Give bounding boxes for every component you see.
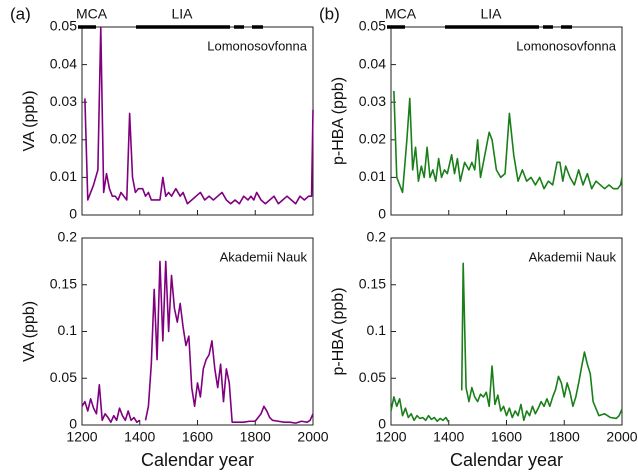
x-tick-label: 1400: [433, 429, 464, 445]
data-line: [84, 26, 314, 205]
y-tick-label: 0.05: [50, 369, 77, 385]
plot-frame: [390, 237, 623, 426]
x-axis-label: Calendar year: [141, 450, 254, 470]
y-tick-label: 0.02: [50, 131, 77, 147]
data-line: [390, 262, 623, 423]
y-tick-label: 0.1: [58, 322, 78, 338]
y-tick-label: 0.03: [50, 93, 77, 109]
y-tick-label: 0: [378, 206, 386, 222]
data-line: [81, 260, 314, 424]
x-tick-label: 1600: [491, 429, 522, 445]
plot-frame: [390, 26, 623, 216]
y-tick-label: 0: [69, 206, 77, 222]
plot-frame: [81, 237, 314, 426]
y-tick-label: 0.15: [359, 275, 386, 291]
y-tick-label: 0.04: [50, 55, 77, 71]
x-tick-label: 1600: [182, 429, 213, 445]
x-axis-label: Calendar year: [450, 450, 563, 470]
y-tick-label: 0.01: [359, 168, 386, 184]
y-axis-label: p-HBA (ppb): [330, 77, 347, 165]
period-label: MCA: [76, 6, 108, 22]
y-axis-label: VA (ppb): [21, 90, 38, 151]
data-line: [393, 90, 623, 194]
y-tick-label: 0.01: [50, 168, 77, 184]
y-tick-label: 0.04: [359, 55, 386, 71]
y-tick-label: 0.2: [367, 229, 387, 245]
y-tick-label: 0.2: [58, 229, 78, 245]
panel-label: (a): [10, 4, 31, 23]
x-tick-label: 1400: [124, 429, 155, 445]
y-tick-label: 0: [69, 416, 77, 432]
annotation: Akademii Nauk: [220, 249, 308, 264]
period-label: LIA: [171, 6, 193, 22]
x-tick-label: 2000: [606, 429, 637, 445]
y-tick-label: 0.05: [359, 369, 386, 385]
y-tick-label: 0: [378, 416, 386, 432]
y-axis-label: VA (ppb): [21, 301, 38, 362]
x-tick-label: 1800: [549, 429, 580, 445]
y-tick-label: 0.1: [367, 322, 387, 338]
period-label: LIA: [480, 6, 502, 22]
y-tick-label: 0.05: [50, 18, 77, 34]
plot-frame: [81, 26, 314, 216]
y-axis-label: p-HBA (ppb): [330, 287, 347, 375]
period-label: MCA: [385, 6, 417, 22]
x-tick-label: 1800: [240, 429, 271, 445]
y-tick-label: 0.03: [359, 93, 386, 109]
annotation: Akademii Nauk: [529, 249, 617, 264]
x-tick-label: 1200: [66, 429, 97, 445]
y-tick-label: 0.05: [359, 18, 386, 34]
x-tick-label: 2000: [297, 429, 328, 445]
y-tick-label: 0.15: [50, 275, 77, 291]
y-tick-label: 0.02: [359, 131, 386, 147]
annotation: Lomonosovfonna: [207, 38, 308, 53]
annotation: Lomonosovfonna: [516, 38, 617, 53]
x-tick-label: 1200: [375, 429, 406, 445]
panel-label: (b): [319, 4, 340, 23]
